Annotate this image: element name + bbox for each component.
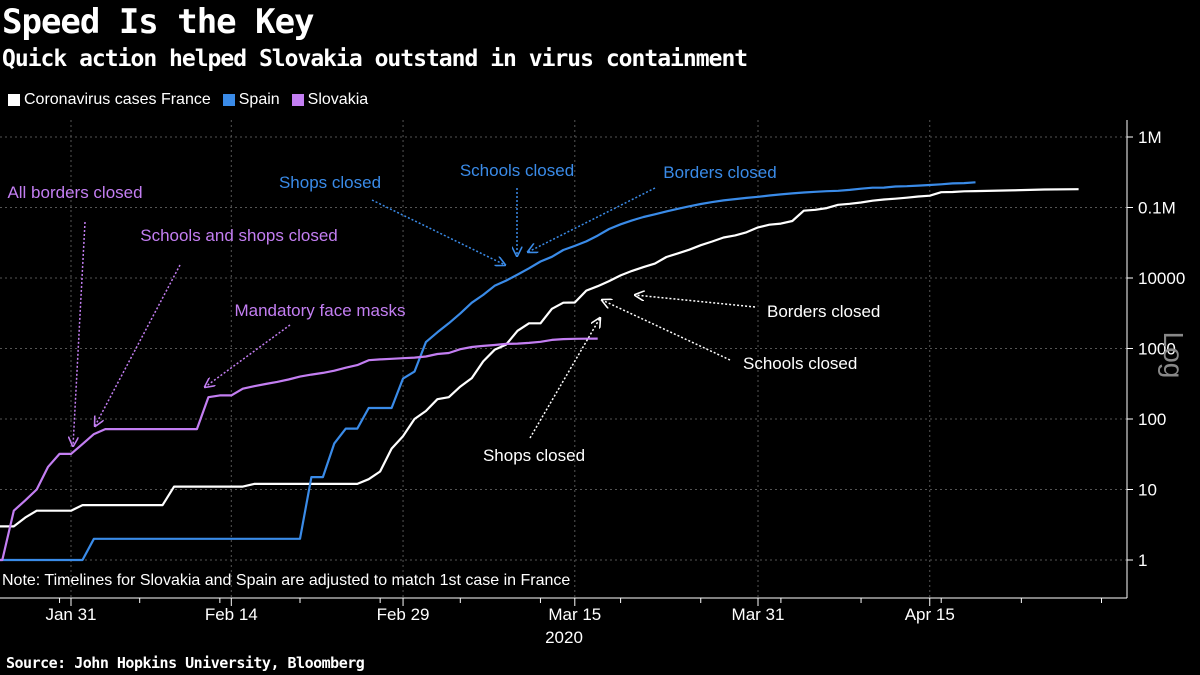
legend-swatch-france [8,94,20,106]
annotation-arrow [95,264,181,426]
legend-label-spain: Spain [238,91,280,108]
annotation-label: Borders closed [663,163,776,182]
series-line-slovakia [0,337,598,562]
legend-label-france: Coronavirus cases France [24,91,211,108]
legend-label-slovakia: Slovakia [307,91,369,108]
annotation-arrow [371,199,505,265]
annotation-arrow [529,318,600,439]
x-tick-label: Feb 14 [205,605,258,624]
chart-title: Speed Is the Key [2,2,315,42]
annotation-arrow [205,324,291,387]
annotation-label: Shops closed [483,446,585,465]
x-axis-year-label: 2020 [545,628,583,647]
annotation-arrow [635,295,756,308]
legend-item-france: Coronavirus cases France [8,91,211,109]
annotation-label: Schools and shops closed [140,226,338,245]
legend: Coronavirus cases France Spain Slovakia [8,91,368,109]
x-tick-label: Apr 15 [905,605,955,624]
chart-subtitle: Quick action helped Slovakia outstand in… [2,46,748,72]
x-tick-label: Mar 15 [548,605,601,624]
legend-swatch-spain [222,94,235,106]
annotation-label: Schools closed [460,161,574,180]
annotation-label: Shops closed [279,173,381,192]
annotation-label: Mandatory face masks [234,301,405,320]
x-tick-label: Feb 29 [377,605,430,624]
chart-note: Note: Timelines for Slovakia and Spain a… [2,572,570,589]
y-tick-label: 0.1M [1138,199,1176,218]
y-tick-label: 10000 [1138,269,1185,288]
source-note: Source: John Hopkins University, Bloombe… [6,654,365,672]
annotation-label: Borders closed [767,302,880,321]
y-tick-label: 10 [1138,481,1157,500]
annotation-label: Schools closed [743,354,857,373]
legend-item-slovakia: Slovakia [291,91,369,109]
x-tick-label: Mar 31 [732,605,785,624]
y-axis-label: Log [1158,332,1189,379]
series-line-spain [0,181,976,562]
x-tick-label: Jan 31 [45,605,96,624]
series-line-france [0,188,1079,528]
annotation-arrow [602,300,731,361]
y-tick-label: 1000 [1138,340,1176,359]
legend-item-spain: Spain [222,91,280,109]
annotation-label: All borders closed [7,183,142,202]
y-tick-label: 1 [1138,551,1147,570]
y-tick-label: 100 [1138,410,1166,429]
y-tick-label: 1M [1138,128,1162,147]
annotation-arrow [73,221,86,446]
legend-swatch-slovakia [291,94,304,106]
